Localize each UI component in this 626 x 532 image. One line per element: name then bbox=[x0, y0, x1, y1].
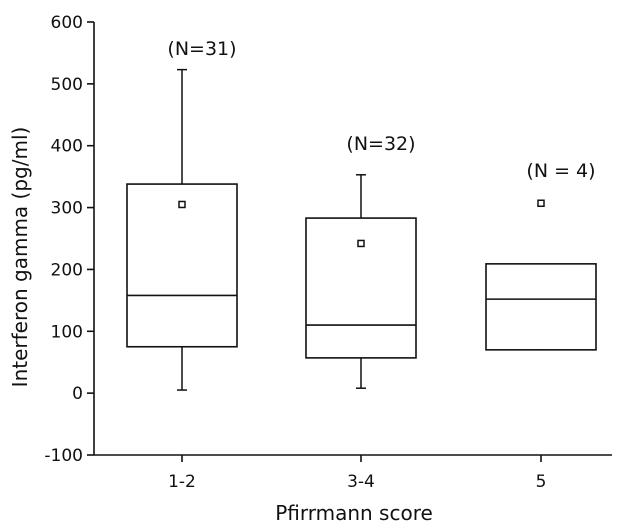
iqr-box bbox=[485, 263, 597, 351]
mean-marker bbox=[537, 199, 545, 207]
y-axis-title: Interferon gamma (pg/ml) bbox=[8, 127, 32, 388]
y-tick-label: 100 bbox=[51, 322, 83, 342]
y-tick-label: 200 bbox=[51, 260, 83, 280]
x-tick-label: 3-4 bbox=[347, 472, 375, 492]
mean-marker bbox=[357, 239, 365, 248]
n-annotation: (N=32) bbox=[346, 133, 415, 155]
x-tick-label: 5 bbox=[536, 472, 547, 492]
labels-layer: (N=31) (N=32) (N = 4) bbox=[167, 38, 595, 182]
y-tick-label: 0 bbox=[72, 384, 83, 404]
mean-marker bbox=[178, 200, 186, 209]
n-annotation: (N=31) bbox=[167, 38, 236, 60]
y-tick-label: 400 bbox=[51, 137, 83, 157]
y-tick-label: 600 bbox=[51, 13, 83, 33]
x-axis-title: Pfirrmann score bbox=[275, 501, 433, 525]
n-annotation: (N = 4) bbox=[526, 160, 595, 182]
box-group-1-2 bbox=[126, 68, 238, 391]
y-tick-label: -100 bbox=[44, 446, 83, 466]
iqr-box bbox=[126, 183, 238, 348]
x-tick-label: 1-2 bbox=[168, 472, 196, 492]
box-group-3-4 bbox=[305, 174, 417, 389]
axes-layer: -100 0 100 200 300 400 500 600 1-2 3-4 5 bbox=[44, 13, 612, 492]
iqr-box bbox=[305, 217, 417, 359]
boxes-layer bbox=[126, 68, 597, 391]
box-group-5 bbox=[485, 199, 597, 351]
y-tick-label: 300 bbox=[51, 199, 83, 219]
y-tick-label: 500 bbox=[51, 75, 83, 95]
